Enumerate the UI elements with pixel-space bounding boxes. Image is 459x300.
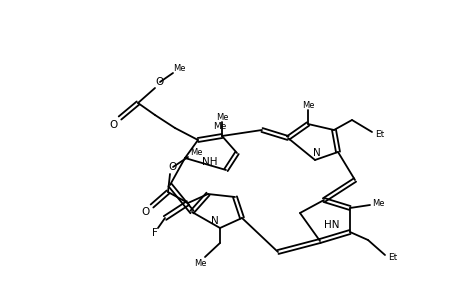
Text: Me: Me	[213, 122, 226, 130]
Text: Et: Et	[387, 254, 397, 262]
Text: HN: HN	[324, 220, 339, 230]
Text: NH: NH	[202, 157, 217, 167]
Text: Me: Me	[371, 199, 383, 208]
Text: O: O	[141, 207, 150, 217]
Text: Me: Me	[301, 100, 313, 109]
Text: N: N	[211, 216, 218, 226]
Text: Me: Me	[193, 259, 206, 268]
Text: Me: Me	[173, 64, 185, 73]
Text: Me: Me	[215, 112, 228, 122]
Text: O: O	[168, 162, 177, 172]
Text: Me: Me	[190, 148, 202, 157]
Text: Et: Et	[375, 130, 384, 139]
Text: O: O	[156, 77, 164, 87]
Text: O: O	[110, 120, 118, 130]
Text: F: F	[152, 228, 157, 238]
Text: N: N	[313, 148, 320, 158]
